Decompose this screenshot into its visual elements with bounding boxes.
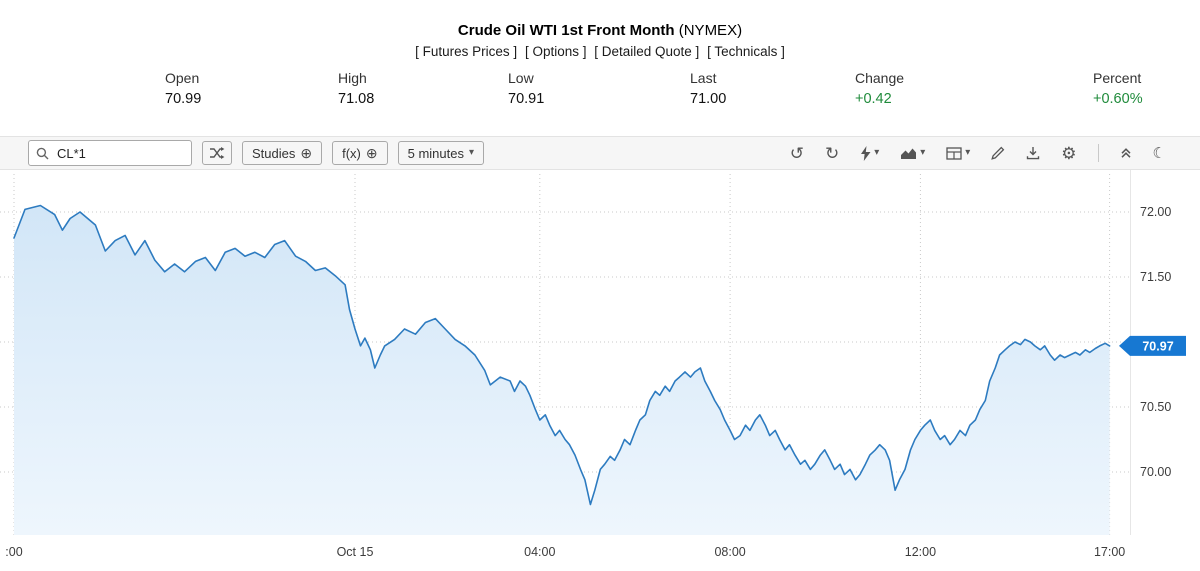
interval-dropdown[interactable]: 5 minutes ▾ [397, 141, 485, 165]
display-settings-dropdown[interactable]: ▾ [946, 146, 971, 160]
chart-type-dropdown[interactable]: ▾ [900, 147, 925, 160]
compare-icon [210, 147, 225, 159]
redo-button[interactable]: ↻ [825, 145, 839, 162]
high-label: High [338, 70, 367, 86]
x-axis-label: Oct 15 [337, 545, 374, 559]
link-futures-prices[interactable]: [ Futures Prices ] [415, 44, 518, 59]
chevron-down-icon: ▾ [920, 147, 926, 158]
draw-button[interactable] [991, 146, 1005, 160]
change-label: Change [855, 70, 905, 86]
x-axis-label: 08:00 [714, 545, 745, 559]
quote-high: High 71.08 [338, 70, 374, 107]
quote-low: Low 70.91 [508, 70, 544, 107]
symbol-search[interactable] [28, 140, 192, 166]
open-value: 70.99 [165, 91, 202, 107]
compare-button[interactable] [202, 141, 232, 165]
instrument-header: Crude Oil WTI 1st Front Month (NYMEX) [0, 22, 1200, 39]
events-dropdown[interactable]: ▾ [860, 145, 880, 161]
settings-button[interactable]: ⚙ [1061, 145, 1076, 162]
fx-button[interactable]: f(x) ⊕ [332, 141, 388, 165]
theme-toggle-button[interactable]: ☾ [1153, 146, 1166, 161]
x-axis-label: 17:00 [1094, 545, 1125, 559]
x-axis-label: 04:00 [524, 545, 555, 559]
last-price-badge-value: 70.97 [1142, 339, 1173, 353]
collapse-toolbar-button[interactable] [1120, 147, 1132, 159]
quote-summary: Open 70.99 High 71.08 Low 70.91 Last 71.… [0, 70, 1200, 122]
last-label: Last [690, 70, 717, 86]
y-axis-label: 72.00 [1140, 205, 1171, 219]
last-price-badge: 70.97 [1119, 335, 1186, 356]
price-line [13, 204, 1111, 506]
undo-button[interactable]: ↺ [790, 145, 804, 162]
area-chart-icon [901, 148, 917, 159]
moon-icon: ☾ [1152, 144, 1166, 162]
chevron-down-icon: ▾ [874, 147, 880, 158]
plus-circle-icon: ⊕ [300, 145, 313, 161]
layout-grid-icon [946, 146, 962, 160]
studies-label: Studies [252, 145, 296, 161]
plus-circle-icon: ⊕ [365, 145, 378, 161]
gear-icon: ⚙ [1061, 143, 1077, 163]
price-area [14, 205, 1110, 535]
double-chevron-up-icon [1121, 148, 1131, 158]
download-icon [1027, 147, 1040, 160]
quote-nav-links: [ Futures Prices ] [ Options ] [ Detaile… [0, 44, 1200, 59]
download-button[interactable] [1026, 146, 1040, 160]
x-axis-label: 12:00 [905, 545, 936, 559]
percent-label: Percent [1093, 70, 1142, 86]
y-axis-label: 70.00 [1140, 465, 1171, 479]
lightning-icon [861, 145, 871, 161]
undo-icon: ↺ [789, 143, 804, 163]
search-icon [36, 147, 49, 159]
symbol-input[interactable] [55, 144, 167, 162]
link-technicals[interactable]: [ Technicals ] [707, 44, 785, 59]
quote-percent: Percent +0.60% [1093, 70, 1143, 107]
y-axis-label: 71.50 [1140, 270, 1171, 284]
x-axis-label: :00 [5, 545, 22, 559]
fx-label: f(x) [342, 145, 361, 161]
exchange-label: (NYMEX) [678, 22, 743, 39]
last-value: 71.00 [690, 91, 727, 107]
chevron-down-icon: ▾ [965, 147, 971, 158]
percent-value: +0.60% [1093, 91, 1143, 107]
pencil-icon [991, 146, 1005, 160]
open-label: Open [165, 70, 200, 86]
quote-last: Last 71.00 [690, 70, 726, 107]
y-axis-label: 70.50 [1140, 400, 1171, 414]
chevron-down-icon: ▾ [469, 147, 475, 158]
studies-button[interactable]: Studies ⊕ [242, 141, 323, 165]
low-value: 70.91 [508, 91, 545, 107]
low-label: Low [508, 70, 534, 86]
toolbar-divider [1097, 144, 1099, 162]
high-value: 71.08 [338, 91, 375, 107]
quote-change: Change +0.42 [855, 70, 904, 107]
interval-label: 5 minutes [407, 145, 464, 161]
link-detailed-quote[interactable]: [ Detailed Quote ] [594, 44, 700, 59]
chart-toolbar: Studies ⊕ f(x) ⊕ 5 minutes ▾ ↺ ↻ ▾ [0, 136, 1200, 170]
instrument-title: Crude Oil WTI 1st Front Month [457, 22, 675, 39]
change-value: +0.42 [855, 91, 892, 107]
quote-open: Open 70.99 [165, 70, 201, 107]
link-options[interactable]: [ Options ] [524, 44, 587, 59]
redo-icon: ↻ [824, 143, 840, 163]
